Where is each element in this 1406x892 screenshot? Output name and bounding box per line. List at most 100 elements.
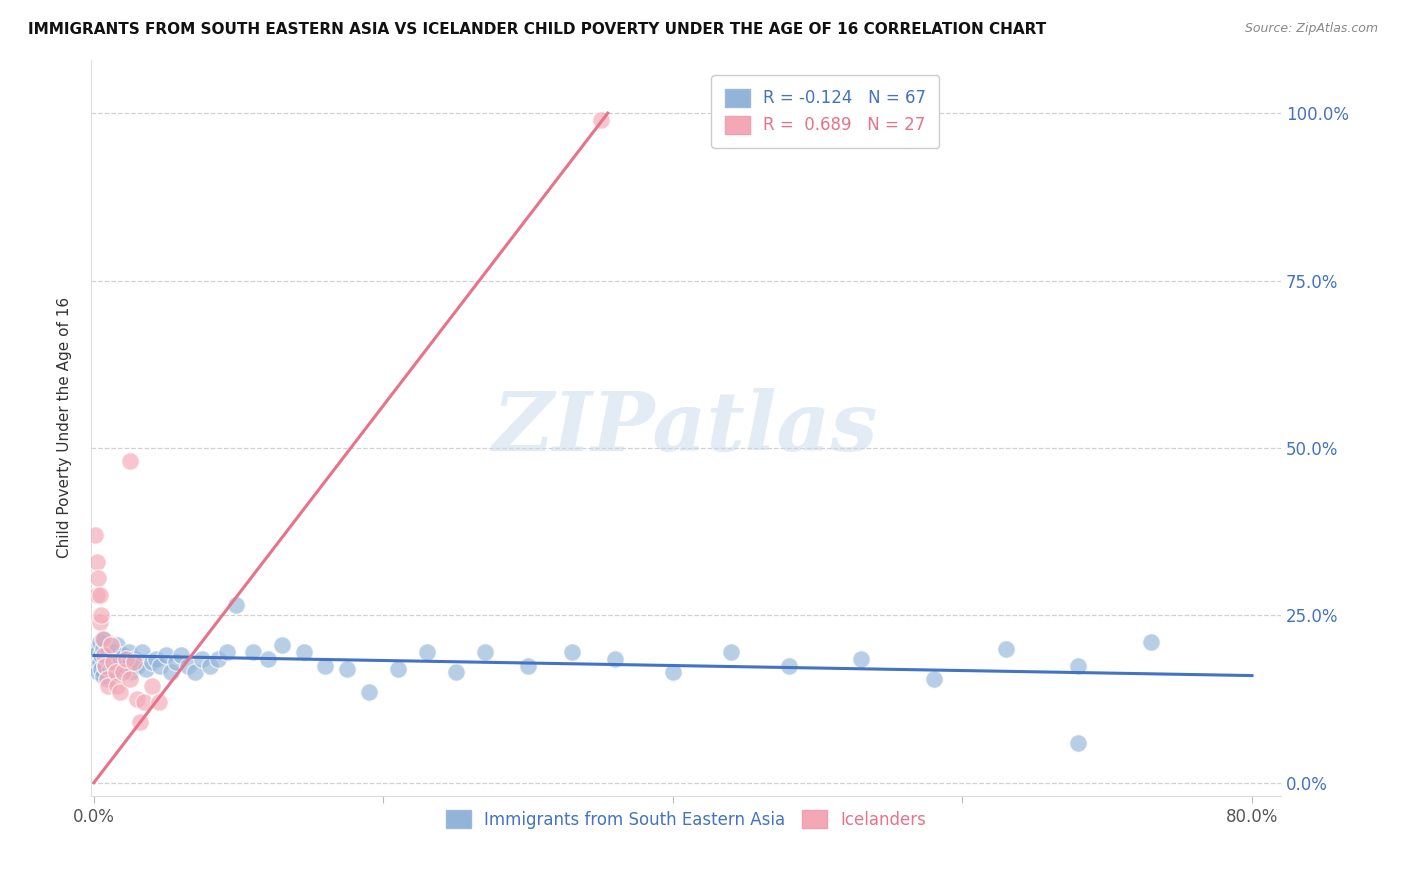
Point: [90, 662, 112, 676]
Point: [104, 665, 127, 680]
Point: [86, 555, 108, 569]
Point: [1067, 658, 1090, 673]
Point: [148, 695, 170, 709]
Point: [91, 632, 114, 646]
Point: [98, 662, 121, 676]
Point: [1067, 735, 1090, 749]
Point: [127, 658, 149, 673]
Point: [105, 679, 128, 693]
Point: [101, 645, 124, 659]
Point: [91, 668, 114, 682]
Point: [108, 685, 131, 699]
Point: [336, 662, 359, 676]
Point: [94, 658, 117, 673]
Point: [134, 695, 156, 709]
Point: [145, 652, 167, 666]
Point: [111, 648, 134, 663]
Text: ZIPatlas: ZIPatlas: [494, 388, 879, 467]
Point: [474, 645, 496, 659]
Text: Source: ZipAtlas.com: Source: ZipAtlas.com: [1244, 22, 1378, 36]
Point: [129, 715, 152, 730]
Point: [111, 665, 134, 680]
Point: [170, 648, 193, 663]
Point: [357, 685, 380, 699]
Point: [108, 652, 131, 666]
Point: [184, 665, 207, 680]
Point: [84, 528, 107, 542]
Point: [97, 645, 120, 659]
Point: [100, 639, 122, 653]
Point: [198, 658, 221, 673]
Point: [271, 639, 294, 653]
Point: [96, 652, 118, 666]
Point: [207, 652, 229, 666]
Point: [87, 665, 110, 680]
Point: [849, 652, 872, 666]
Point: [93, 632, 115, 646]
Point: [87, 572, 110, 586]
Point: [91, 641, 114, 656]
Point: [778, 658, 800, 673]
Point: [105, 639, 128, 653]
Point: [662, 665, 685, 680]
Legend: Immigrants from South Eastern Asia, Icelanders: Immigrants from South Eastern Asia, Icel…: [439, 804, 932, 836]
Point: [165, 655, 187, 669]
Point: [114, 652, 136, 666]
Point: [118, 672, 141, 686]
Text: IMMIGRANTS FROM SOUTH EASTERN ASIA VS ICELANDER CHILD POVERTY UNDER THE AGE OF 1: IMMIGRANTS FROM SOUTH EASTERN ASIA VS IC…: [28, 22, 1046, 37]
Point: [1139, 635, 1161, 649]
Point: [215, 645, 238, 659]
Point: [444, 665, 467, 680]
Point: [101, 655, 124, 669]
Point: [90, 648, 112, 663]
Point: [93, 648, 115, 663]
Point: [720, 645, 742, 659]
Point: [242, 645, 264, 659]
Point: [124, 652, 146, 666]
Point: [90, 608, 112, 623]
Point: [314, 658, 336, 673]
Point: [177, 658, 200, 673]
Point: [141, 655, 163, 669]
Point: [89, 615, 111, 629]
Point: [86, 641, 108, 656]
Point: [86, 588, 108, 602]
Point: [561, 645, 583, 659]
Point: [141, 679, 163, 693]
Point: [100, 655, 122, 669]
Point: [225, 599, 247, 613]
Point: [89, 588, 111, 602]
Point: [387, 662, 409, 676]
Point: [86, 658, 108, 673]
Point: [603, 652, 626, 666]
Point: [94, 658, 117, 673]
Point: [256, 652, 278, 666]
Point: [124, 655, 146, 669]
Point: [121, 665, 143, 680]
Point: [127, 692, 149, 706]
Point: [131, 645, 153, 659]
Point: [118, 454, 141, 468]
Point: [89, 655, 111, 669]
Point: [416, 645, 439, 659]
Point: [517, 658, 540, 673]
Point: [149, 658, 172, 673]
Point: [87, 645, 110, 659]
Point: [114, 658, 136, 673]
Point: [84, 652, 107, 666]
Point: [135, 662, 157, 676]
Point: [89, 635, 111, 649]
Point: [155, 648, 177, 663]
Point: [922, 672, 945, 686]
Point: [97, 679, 120, 693]
Point: [159, 665, 181, 680]
Point: [96, 672, 118, 686]
Point: [994, 641, 1017, 656]
Point: [117, 645, 139, 659]
Y-axis label: Child Poverty Under the Age of 16: Child Poverty Under the Age of 16: [58, 297, 72, 558]
Point: [589, 112, 612, 127]
Point: [292, 645, 315, 659]
Point: [107, 658, 129, 673]
Point: [104, 665, 127, 680]
Point: [191, 652, 214, 666]
